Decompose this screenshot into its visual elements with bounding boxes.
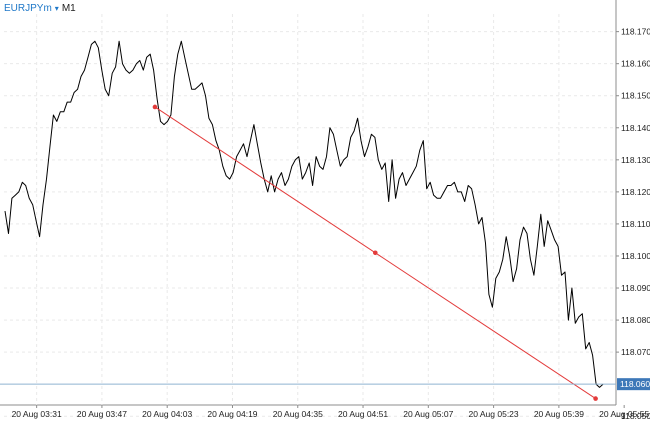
- x-tick-label: 20 Aug 04:19: [207, 409, 257, 419]
- timeframe-label: M1: [61, 3, 76, 14]
- y-tick-label: 118.090: [621, 283, 650, 293]
- y-tick-label: 118.110: [621, 219, 650, 229]
- symbol-label[interactable]: EURJPYm: [4, 3, 52, 14]
- y-tick-label: 118.140: [621, 123, 650, 133]
- x-tick-label: 20 Aug 04:03: [142, 409, 192, 419]
- y-tick-label: 118.120: [621, 187, 650, 197]
- x-tick-label: 20 Aug 05:55: [599, 409, 649, 419]
- y-tick-label: 118.160: [621, 59, 650, 69]
- current-price-label: 118.060: [620, 379, 650, 389]
- x-tick-label: 20 Aug 04:35: [273, 409, 323, 419]
- trendline-anchor[interactable]: [593, 396, 598, 401]
- y-tick-label: 118.150: [621, 91, 650, 101]
- chevron-down-icon[interactable]: ▾: [54, 4, 59, 13]
- trendline-anchor[interactable]: [152, 104, 158, 110]
- y-tick-label: 118.100: [621, 251, 650, 261]
- symbol-header[interactable]: EURJPYm ▾ M1: [4, 3, 76, 14]
- y-tick-label: 118.130: [621, 155, 650, 165]
- current-price-badge: [617, 378, 650, 391]
- x-tick-label: 20 Aug 05:39: [534, 409, 584, 419]
- y-tick-label: 118.080: [621, 315, 650, 325]
- x-tick-label: 20 Aug 03:31: [12, 409, 62, 419]
- y-tick-label: 118.050: [621, 411, 650, 420]
- y-tick-label: 118.070: [621, 347, 650, 357]
- x-tick-label: 20 Aug 05:07: [403, 409, 453, 419]
- x-tick-label: 20 Aug 03:47: [77, 409, 127, 419]
- trendline-anchor[interactable]: [372, 250, 378, 256]
- y-tick-label: 118.170: [621, 27, 650, 37]
- price-line: [4, 40, 604, 388]
- x-tick-label: 20 Aug 04:51: [338, 409, 388, 419]
- x-tick-label: 20 Aug 05:23: [469, 409, 519, 419]
